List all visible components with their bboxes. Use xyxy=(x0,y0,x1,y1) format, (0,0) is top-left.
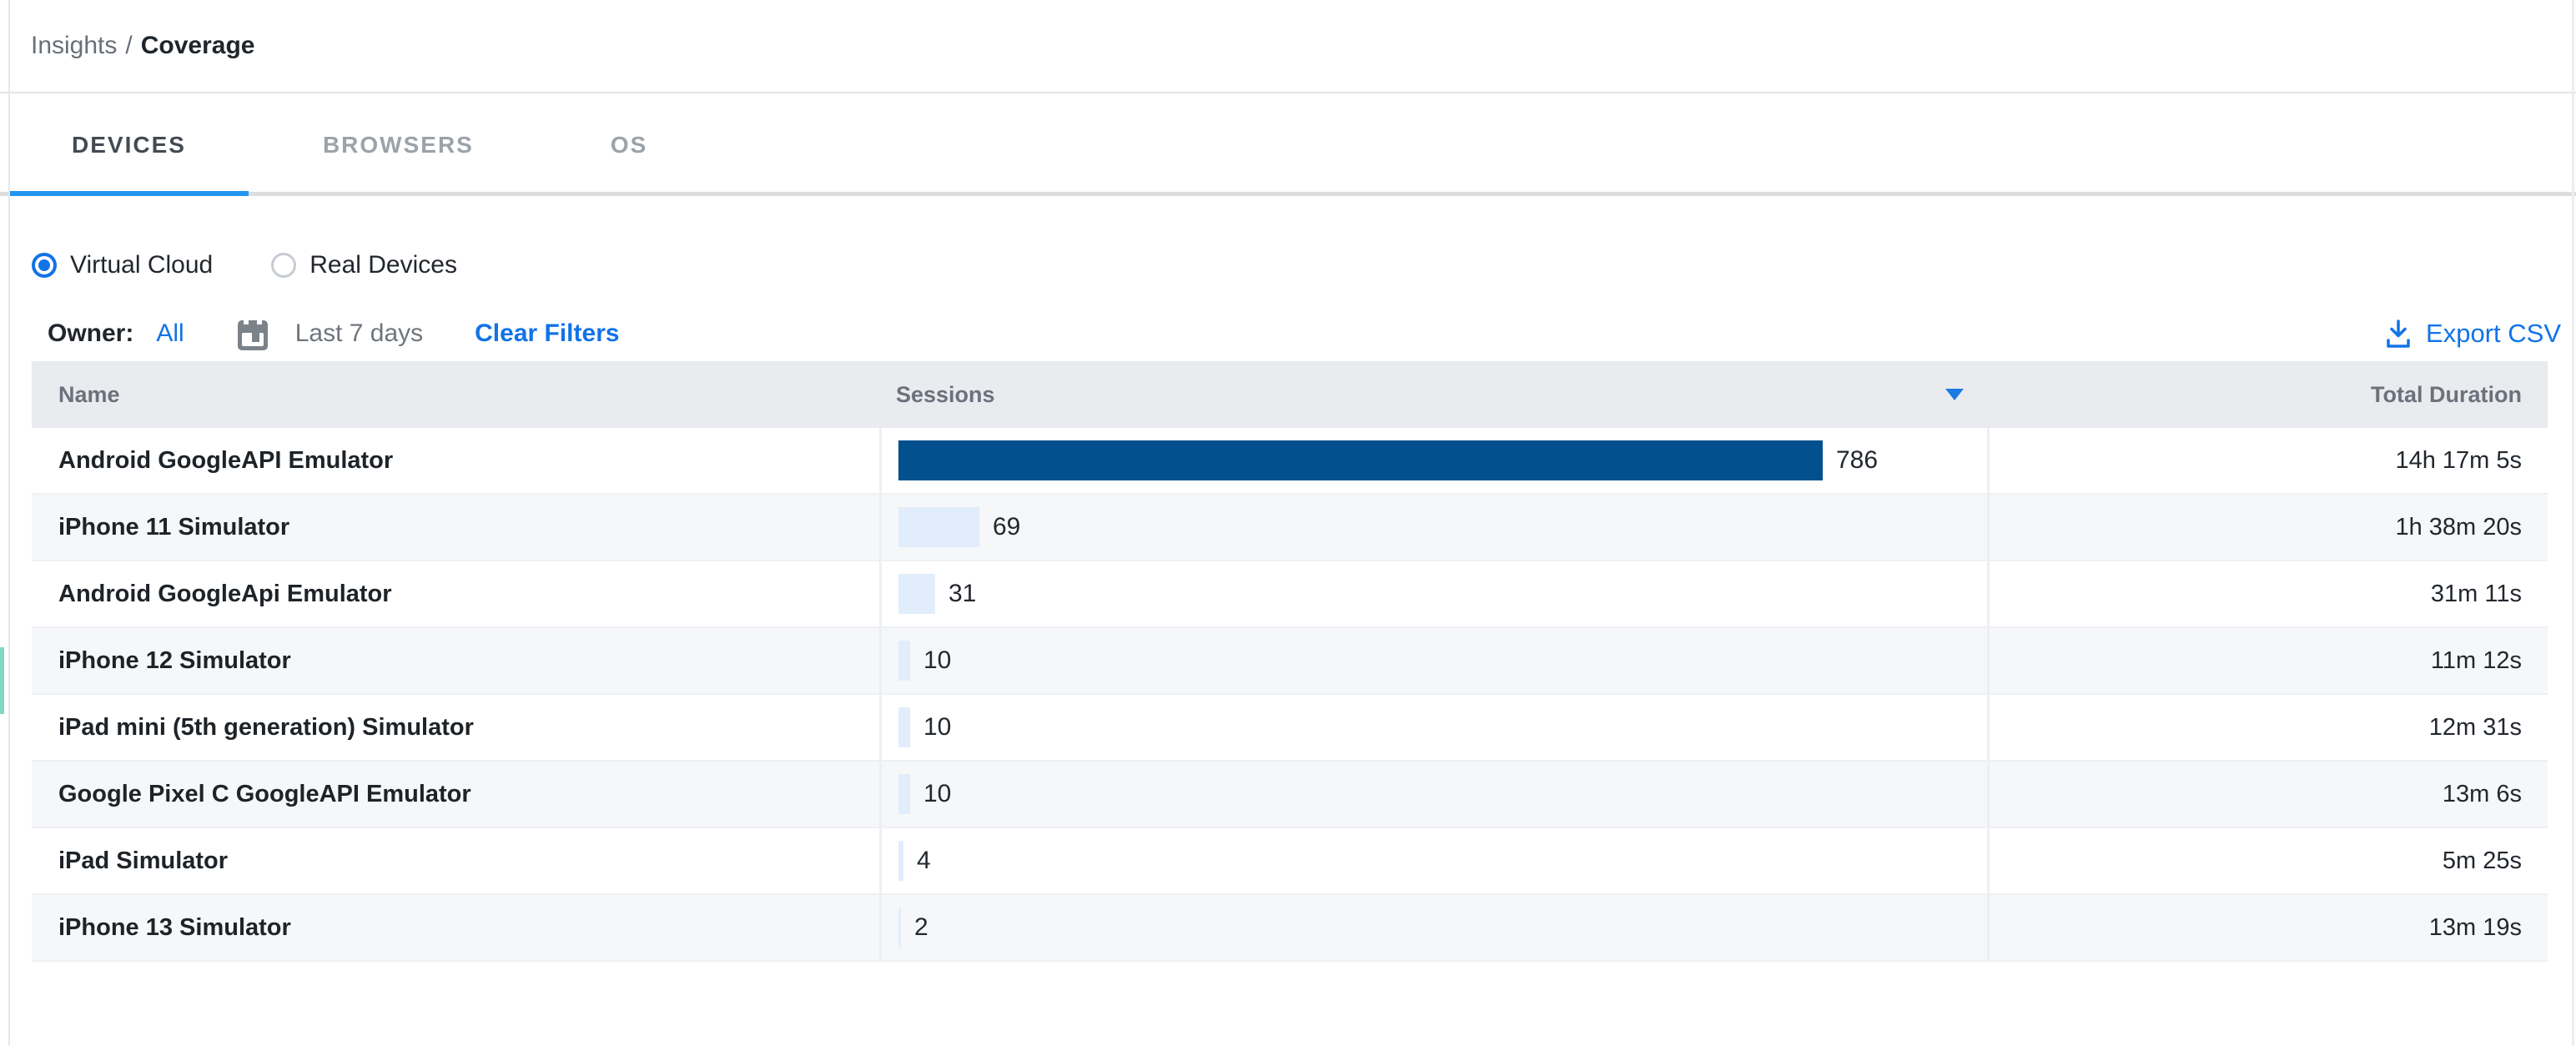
tab-devices[interactable]: DEVICES xyxy=(72,131,186,158)
device-name: Android GoogleApi Emulator xyxy=(58,580,392,607)
table-body: Android GoogleAPI Emulator 786 14h 17m 5… xyxy=(32,428,2548,962)
left-edge-teal-sliver xyxy=(0,647,4,714)
sessions-value: 10 xyxy=(923,646,952,674)
radio-real-devices-label: Real Devices xyxy=(309,251,457,279)
sessions-bar xyxy=(898,841,903,881)
export-csv-label: Export CSV xyxy=(2426,319,2561,348)
table-row[interactable]: iPhone 13 Simulator 2 13m 19s xyxy=(32,895,2548,962)
duration-value: 5m 25s xyxy=(2442,847,2522,874)
sessions-value: 2 xyxy=(914,913,928,941)
duration-value: 31m 11s xyxy=(2430,580,2522,607)
sessions-value: 4 xyxy=(917,847,931,874)
duration-value: 14h 17m 5s xyxy=(2395,446,2522,474)
sessions-value: 69 xyxy=(993,513,1021,541)
left-rail-border xyxy=(8,0,10,1046)
tab-os[interactable]: OS xyxy=(610,131,648,158)
right-edge-line xyxy=(2572,0,2574,1046)
cloud-type-toggle: Virtual Cloud Real Devices xyxy=(0,251,2576,279)
sessions-value: 786 xyxy=(1836,446,1879,474)
date-range-filter[interactable]: Last 7 days xyxy=(237,317,424,350)
sessions-bar xyxy=(898,574,935,614)
calendar-icon xyxy=(237,317,268,350)
radio-virtual-cloud[interactable]: Virtual Cloud xyxy=(32,251,213,279)
tab-bar: DEVICES BROWSERS OS xyxy=(0,93,2576,196)
duration-value: 12m 31s xyxy=(2428,713,2522,741)
owner-filter-label: Owner: xyxy=(48,319,134,347)
radio-selected-icon xyxy=(32,253,57,278)
column-header-duration[interactable]: Total Duration xyxy=(2371,381,2522,407)
sessions-value: 10 xyxy=(923,713,952,741)
table-row[interactable]: iPad Simulator 4 5m 25s xyxy=(32,828,2548,895)
device-name: iPhone 13 Simulator xyxy=(58,913,291,941)
column-header-sessions-label: Sessions xyxy=(896,381,995,407)
duration-value: 1h 38m 20s xyxy=(2395,513,2522,541)
table-row[interactable]: iPhone 11 Simulator 69 1h 38m 20s xyxy=(32,495,2548,561)
clear-filters-button[interactable]: Clear Filters xyxy=(475,319,620,347)
sessions-bar xyxy=(898,908,901,948)
sessions-bar xyxy=(898,641,910,681)
table-header-row: Name Sessions Total Duration xyxy=(32,361,2548,428)
download-icon xyxy=(2387,319,2410,348)
export-csv-button[interactable]: Export CSV xyxy=(2382,317,2561,350)
device-name: iPad mini (5th generation) Simulator xyxy=(58,713,474,741)
breadcrumb: Insights / Coverage xyxy=(0,0,2576,93)
owner-filter-value[interactable]: All xyxy=(156,319,184,347)
coverage-table: Name Sessions Total Duration Android Goo… xyxy=(32,361,2548,962)
device-name: iPad Simulator xyxy=(58,847,229,874)
sessions-value: 10 xyxy=(923,780,952,807)
table-row[interactable]: iPhone 12 Simulator 10 11m 12s xyxy=(32,628,2548,695)
device-name: iPhone 12 Simulator xyxy=(58,646,291,674)
sessions-bar xyxy=(898,707,910,747)
radio-virtual-cloud-label: Virtual Cloud xyxy=(70,251,214,279)
sessions-bar xyxy=(898,440,1823,480)
sort-desc-icon[interactable] xyxy=(1945,389,1964,400)
sessions-bar xyxy=(898,774,910,814)
tab-underline-track xyxy=(0,192,2576,196)
breadcrumb-insights[interactable]: Insights xyxy=(31,32,118,59)
radio-real-devices[interactable]: Real Devices xyxy=(271,251,457,279)
sessions-bar xyxy=(898,507,979,547)
tab-browsers[interactable]: BROWSERS xyxy=(322,131,474,158)
duration-value: 11m 12s xyxy=(2430,646,2522,674)
date-range-value: Last 7 days xyxy=(294,319,424,347)
radio-unselected-icon xyxy=(271,253,297,278)
active-tab-underline xyxy=(8,191,249,196)
device-name: iPhone 11 Simulator xyxy=(58,513,290,541)
filter-bar: Owner: All Last 7 days Clear Filters Exp… xyxy=(0,311,2576,356)
sessions-value: 31 xyxy=(948,580,977,607)
table-row[interactable]: Android GoogleAPI Emulator 786 14h 17m 5… xyxy=(32,428,2548,495)
device-name: Google Pixel C GoogleAPI Emulator xyxy=(58,780,471,807)
table-row[interactable]: Android GoogleApi Emulator 31 31m 11s xyxy=(32,561,2548,628)
page-title: Coverage xyxy=(140,32,255,59)
duration-value: 13m 19s xyxy=(2428,913,2522,941)
column-header-name[interactable]: Name xyxy=(58,381,120,407)
duration-value: 13m 6s xyxy=(2442,780,2522,807)
table-row[interactable]: Google Pixel C GoogleAPI Emulator 10 13m… xyxy=(32,762,2548,828)
device-name: Android GoogleAPI Emulator xyxy=(58,446,394,474)
table-row[interactable]: iPad mini (5th generation) Simulator 10 … xyxy=(32,695,2548,762)
breadcrumb-separator: / xyxy=(125,32,133,59)
column-header-sessions[interactable]: Sessions xyxy=(879,361,1987,428)
